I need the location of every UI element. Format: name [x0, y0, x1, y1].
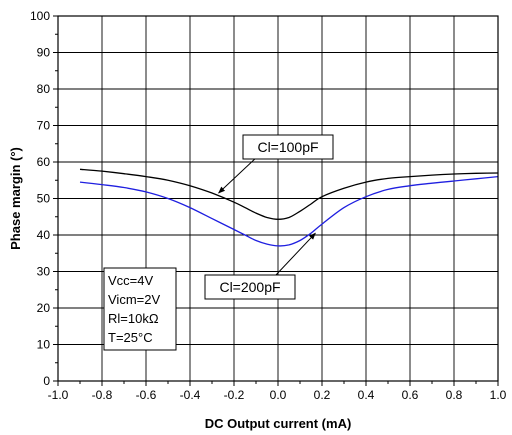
annotation-box [242, 134, 334, 160]
annotation-arrow [274, 232, 316, 277]
y-tick-label: 100 [30, 9, 50, 23]
y-axis-title: Phase margin (°) [8, 147, 23, 250]
x-tick-label: -0.2 [224, 388, 245, 402]
x-tick-label: 0.0 [270, 388, 287, 402]
x-tick-label: 0.8 [446, 388, 463, 402]
x-tick-label: 0.2 [314, 388, 331, 402]
y-tick-label: 60 [37, 155, 51, 169]
series-line-2 [79, 175, 499, 247]
series-lines [79, 168, 499, 247]
condition-line: T=25°C [108, 330, 153, 345]
condition-line: Vicm=2V [108, 292, 160, 307]
x-tick-label: -0.8 [92, 388, 113, 402]
annotation-arrow [218, 155, 259, 194]
annotation-box [204, 274, 296, 300]
annotation-label: Cl=100pF [257, 139, 318, 155]
x-tick-label: -0.4 [180, 388, 201, 402]
y-tick-label: 30 [37, 265, 51, 279]
x-tick-label: -0.6 [136, 388, 157, 402]
condition-line: Vcc=4V [108, 273, 153, 288]
y-tick-label: 70 [37, 119, 51, 133]
x-tick-label: -1.0 [48, 388, 69, 402]
annotations: Cl=100pF Cl=200pF Vcc=4V Vicm=2V Rl=10kΩ T=25… [103, 134, 334, 351]
series-line-1 [79, 168, 499, 220]
y-tick-label: 40 [37, 228, 51, 242]
x-axis-title: DC Output current (mA) [205, 416, 352, 431]
y-tick-label: 20 [37, 301, 51, 315]
y-tick-label: 0 [43, 374, 50, 388]
x-tick-label: 1.0 [490, 388, 507, 402]
condition-line: Rl=10kΩ [108, 311, 159, 326]
y-tick-label: 10 [37, 338, 51, 352]
x-tick-label: 0.6 [402, 388, 419, 402]
conditions-box [103, 267, 177, 351]
y-tick-label: 90 [37, 46, 51, 60]
x-tick-label: 0.4 [358, 388, 375, 402]
y-tick-label: 80 [37, 82, 51, 96]
y-tick-label: 50 [37, 192, 51, 206]
axis-ticks: -1.0 -0.8 -0.6 -0.4 -0.2 0.0 0.2 0.4 0.6 0.8 1.0 0 1… [30, 9, 507, 402]
annotation-label: Cl=200pF [219, 279, 280, 295]
